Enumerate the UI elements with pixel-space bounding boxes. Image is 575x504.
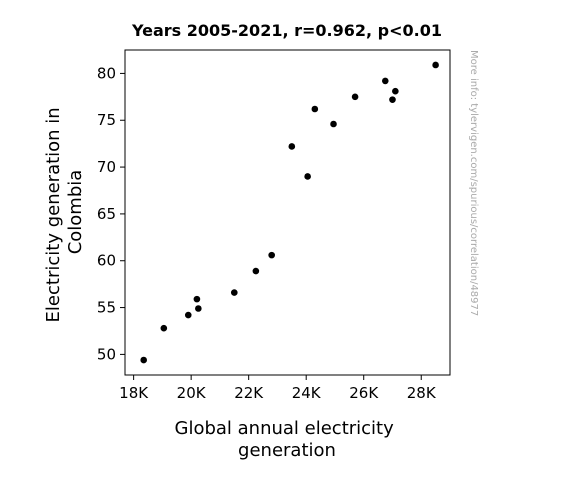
y-tick-label: 80 [97, 64, 116, 82]
y-axis-label: Electricity generation in Colombia [43, 102, 86, 323]
data-point [389, 96, 396, 103]
data-point [252, 267, 260, 275]
y-tick-label: 70 [97, 158, 116, 176]
data-point [330, 120, 337, 128]
x-axis-label: Global annual electricity generation [175, 418, 400, 461]
x-tick-label: 26K [349, 384, 379, 402]
x-tick-label: 20K [177, 384, 207, 402]
x-tick-label: 24K [292, 384, 322, 402]
watermark: More info: tylervigen.com/spurious/corre… [468, 50, 479, 316]
y-tick-label: 50 [97, 345, 116, 363]
plot-frame [124, 49, 451, 376]
x-tick-label: 18K [119, 384, 149, 402]
data-point [184, 311, 192, 319]
data-point [351, 93, 359, 101]
y-axis-ticks: 50 55 60 65 70 75 80 [97, 64, 125, 363]
x-tick-label: 22K [234, 384, 264, 402]
data-point [288, 143, 296, 150]
y-tick-label: 60 [97, 252, 116, 270]
data-point [432, 61, 439, 69]
data-point [160, 324, 168, 332]
data-point [140, 356, 147, 364]
data-point [381, 77, 389, 85]
x-axis-label-line-1: Global annual electricity [175, 418, 395, 439]
y-axis-label-line-2: Colombia [65, 170, 86, 255]
y-axis-label-line-1: Electricity generation in [43, 107, 64, 322]
data-point [268, 251, 275, 259]
data-point [392, 87, 399, 95]
x-axis-label-line-2: generation [238, 440, 336, 461]
y-tick-label: 55 [97, 299, 116, 317]
chart-title: Years 2005-2021, r=0.962, p<0.01 [131, 21, 442, 40]
y-tick-label: 65 [97, 205, 116, 223]
data-point [304, 173, 311, 180]
y-tick-label: 75 [97, 111, 116, 129]
data-point [311, 105, 319, 113]
x-axis-ticks: 18K 20K 22K 24K 26K 28K [119, 375, 437, 402]
data-point [193, 295, 201, 303]
data-point [195, 305, 202, 312]
data-point [230, 289, 238, 296]
data-points [140, 61, 439, 364]
x-tick-label: 28K [407, 384, 437, 402]
